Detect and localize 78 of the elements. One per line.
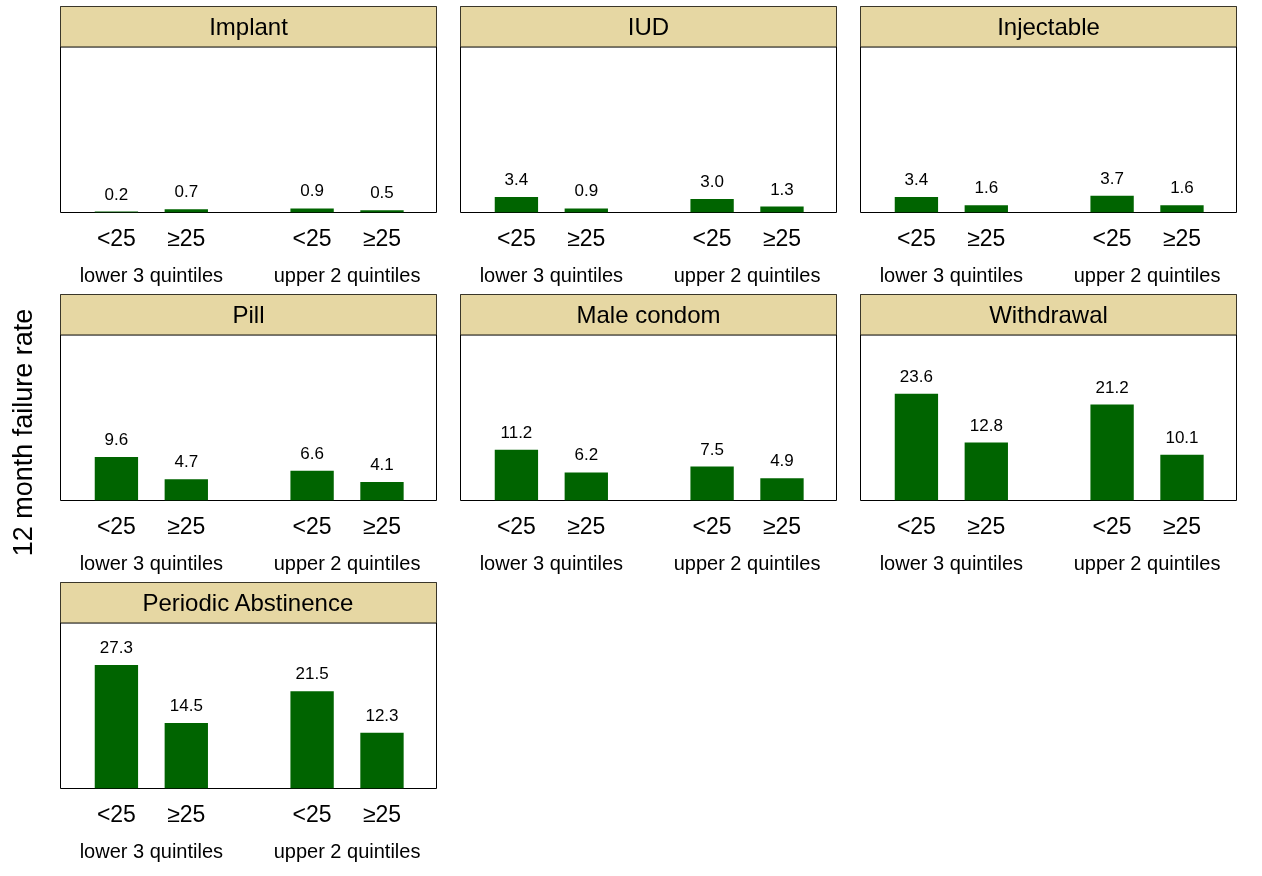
text: lower 3 quintiles: [479, 551, 624, 574]
x-tick-label: <25: [96, 512, 136, 539]
text: lower 3 quintiles: [879, 263, 1024, 286]
data-label: 3.7: [1100, 168, 1124, 188]
data-label: 4.1: [370, 454, 394, 474]
x-tick-label: ≥25: [167, 224, 206, 251]
x-tick-label: ≥25: [967, 512, 1006, 539]
x-tick-label: ≥25: [362, 800, 402, 827]
data-label: 21.5: [295, 664, 329, 684]
x-tick-label: <25: [292, 512, 332, 539]
data-label: 14.5: [169, 695, 203, 715]
text: upper 2 quintiles: [673, 551, 821, 574]
data-label: 4.7: [174, 452, 199, 472]
x-tick-label: ≥25: [762, 512, 802, 539]
data-label: 11.2: [500, 422, 533, 442]
x-tick-label: <25: [692, 512, 732, 539]
x-tick-label: ≥25: [567, 512, 606, 539]
data-label: 21.2: [1095, 377, 1129, 397]
x-tick-label: <25: [496, 512, 536, 539]
x-tick-label: <25: [292, 224, 332, 251]
y-axis-title: 12 month failure rate: [8, 308, 38, 557]
data-label: 9.6: [104, 430, 129, 450]
chart-title: Periodic Abstinence: [142, 589, 354, 617]
text: lower 3 quintiles: [79, 839, 224, 862]
text: upper 2 quintiles: [1073, 263, 1221, 286]
data-label: 0.2: [104, 184, 129, 204]
data-label: 12.3: [365, 705, 399, 725]
data-label: 0.7: [174, 182, 199, 202]
data-label: 6.6: [300, 443, 324, 463]
x-tick-label: ≥25: [1162, 512, 1202, 539]
text: upper 2 quintiles: [1073, 551, 1221, 574]
x-tick-label: ≥25: [167, 800, 206, 827]
x-tick-label: <25: [96, 224, 136, 251]
data-label: 12.8: [969, 415, 1003, 435]
x-tick-label: <25: [896, 224, 936, 251]
x-tick-label: <25: [292, 800, 332, 827]
text: upper 2 quintiles: [273, 263, 421, 286]
chart-title: Implant: [209, 13, 289, 41]
x-tick-label: ≥25: [362, 224, 402, 251]
x-tick-label: ≥25: [967, 224, 1006, 251]
x-tick-label: ≥25: [167, 512, 206, 539]
data-label: 6.2: [574, 445, 599, 465]
x-tick-label: <25: [96, 800, 136, 827]
data-label: 0.9: [300, 181, 324, 201]
data-label: 23.6: [899, 366, 933, 386]
x-tick-label: <25: [1092, 512, 1132, 539]
chart-title: Withdrawal: [989, 301, 1108, 329]
data-label: 7.5: [700, 439, 724, 459]
text: lower 3 quintiles: [479, 263, 624, 286]
chart-title: Injectable: [997, 13, 1100, 41]
data-label: 3.0: [700, 171, 724, 191]
data-label: 1.3: [770, 179, 794, 199]
x-tick-label: <25: [896, 512, 936, 539]
text: upper 2 quintiles: [273, 839, 421, 862]
data-label: 0.9: [574, 181, 599, 201]
text: lower 3 quintiles: [79, 263, 224, 286]
data-label: 10.1: [1165, 427, 1199, 447]
text: lower 3 quintiles: [879, 551, 1024, 574]
data-label: 3.4: [504, 170, 529, 190]
data-label: 0.5: [370, 183, 394, 203]
x-tick-label: ≥25: [567, 224, 606, 251]
chart-title: Pill: [232, 301, 265, 329]
data-label: 3.4: [904, 170, 929, 190]
x-tick-label: ≥25: [762, 224, 802, 251]
data-label: 1.6: [1170, 178, 1194, 198]
x-tick-label: ≥25: [362, 512, 402, 539]
chart-title: IUD: [627, 13, 670, 41]
x-tick-label: <25: [1092, 224, 1132, 251]
x-tick-label: <25: [692, 224, 732, 251]
data-label: 27.3: [99, 638, 133, 658]
text: upper 2 quintiles: [273, 551, 421, 574]
text: lower 3 quintiles: [79, 551, 224, 574]
data-label: 1.6: [974, 178, 999, 198]
data-label: 4.9: [770, 451, 794, 471]
x-tick-label: ≥25: [1162, 224, 1202, 251]
x-tick-label: <25: [496, 224, 536, 251]
chart-title: Male condom: [576, 301, 721, 329]
text: upper 2 quintiles: [673, 263, 821, 286]
